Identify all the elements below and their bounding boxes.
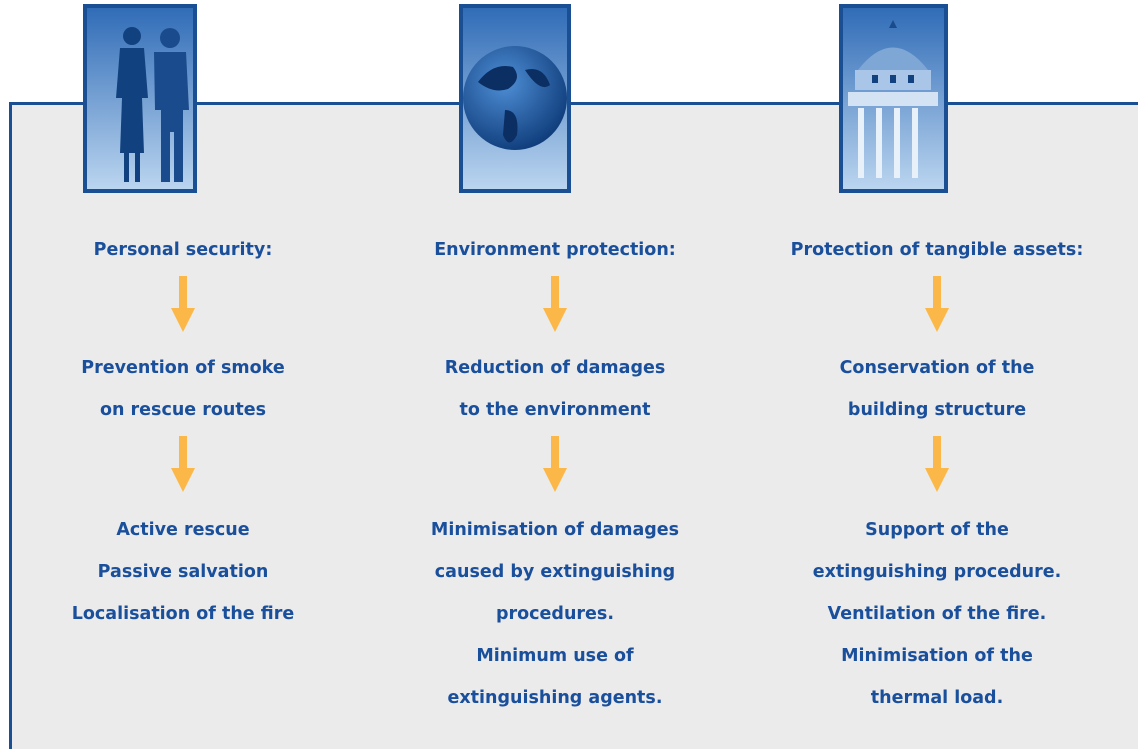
arrow [171,436,195,492]
building-icon [841,6,946,191]
arrow [925,276,949,332]
outcome-text: extinguishing agents. [375,687,735,709]
outcome-text: thermal load. [757,687,1117,709]
step-text: Prevention of smoke [3,357,363,379]
outcome-text: Ventilation of the fire. [757,603,1117,625]
heading: Protection of tangible assets: [757,239,1117,261]
step-text: Conservation of the [757,357,1117,379]
step-text: Reduction of damages [375,357,735,379]
outcome-text: Minimum use of [375,645,735,667]
arrow [171,276,195,332]
outcome-text: Support of the [757,519,1117,541]
outcome-text: caused by extinguishing [375,561,735,583]
people-icon [85,6,195,191]
heading: Environment protection: [375,239,735,261]
step-text: to the environment [375,399,735,421]
outcome-text: Minimisation of damages [375,519,735,541]
step-text: building structure [757,399,1117,421]
arrow [925,436,949,492]
outcome-text: extinguishing procedure. [757,561,1117,583]
arrow [543,436,567,492]
arrow [543,276,567,332]
outcome-text: procedures. [375,603,735,625]
heading: Personal security: [3,239,363,261]
outcome-text: Active rescue [3,519,363,541]
outcome-text: Localisation of the fire [3,603,363,625]
outcome-text: Passive salvation [3,561,363,583]
globe-icon [461,6,569,191]
step-text: on rescue routes [3,399,363,421]
outcome-text: Minimisation of the [757,645,1117,667]
page: (() => { const data = JSON.parse(documen… [0,0,1138,749]
